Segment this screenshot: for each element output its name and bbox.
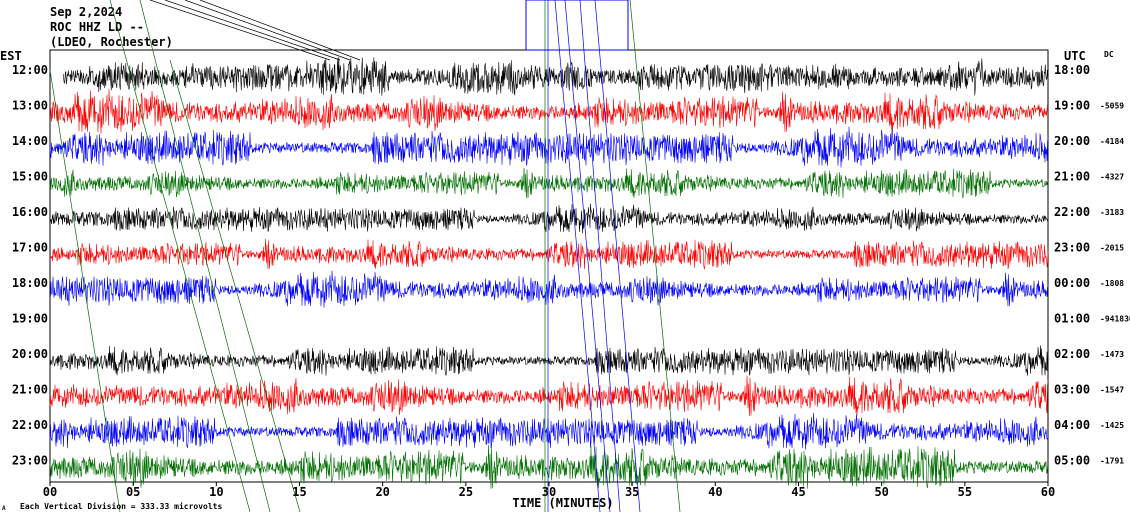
dc-value-label: -4184 xyxy=(1100,137,1124,146)
utc-tick-label: 18:00 xyxy=(1054,63,1090,77)
x-tick-label: 50 xyxy=(874,485,888,499)
overlay-line xyxy=(109,0,251,513)
x-tick-label: 45 xyxy=(791,485,805,499)
est-tick-label: 22:00 xyxy=(12,418,48,432)
trace-1800 xyxy=(49,270,1049,308)
header-date: Sep 2,2024 xyxy=(50,5,122,19)
dc-value-label: -5059 xyxy=(1100,102,1124,111)
utc-tick-label: 20:00 xyxy=(1054,134,1090,148)
utc-tick-label: 01:00 xyxy=(1054,312,1090,326)
scale-note: Each Vertical Division = 333.33 microvol… xyxy=(20,501,222,511)
overlay-line xyxy=(169,59,301,513)
utc-tick-label: 23:00 xyxy=(1054,241,1090,255)
est-tick-label: 14:00 xyxy=(12,134,48,148)
overlay-line xyxy=(49,69,121,513)
est-tick-label: 15:00 xyxy=(12,170,48,184)
x-tick-label: 55 xyxy=(958,485,972,499)
est-tick-label: 12:00 xyxy=(12,63,48,77)
x-axis-title: TIME (MINUTES) xyxy=(512,496,613,510)
dc-value-label: -1473 xyxy=(1100,350,1124,359)
trace-1300 xyxy=(49,89,1049,134)
dc-value-label: -4327 xyxy=(1100,173,1124,182)
utc-tick-label: 19:00 xyxy=(1054,99,1090,113)
overlay-line xyxy=(149,0,331,61)
overlay-line xyxy=(594,0,641,513)
trace-1500 xyxy=(49,167,1049,199)
utc-axis-title: UTC xyxy=(1064,49,1086,63)
utc-tick-label: 05:00 xyxy=(1054,454,1090,468)
trace-1700 xyxy=(49,238,1049,270)
x-tick-label: 00 xyxy=(43,485,57,499)
overlay-line xyxy=(579,0,621,513)
utc-tick-label: 04:00 xyxy=(1054,418,1090,432)
dc-axis-title: DC xyxy=(1104,50,1114,59)
est-tick-label: 23:00 xyxy=(12,454,48,468)
x-tick-label: 25 xyxy=(459,485,473,499)
utc-tick-label: 22:00 xyxy=(1054,205,1090,219)
utc-tick-labels: 18:00 19:00 20:00 21:00 22:00 23:00 00:00 01:00… xyxy=(1054,63,1090,468)
x-tick-label: 15 xyxy=(292,485,306,499)
trace-1400 xyxy=(49,126,1049,168)
dc-value-labels: -5059 -4184 -4327 -3183 -2015 -1808 -941830 -14… xyxy=(1100,102,1130,466)
dc-value-label: -2015 xyxy=(1100,244,1124,253)
est-tick-label: 20:00 xyxy=(12,347,48,361)
x-tick-label: 40 xyxy=(708,485,722,499)
est-tick-label: 16:00 xyxy=(12,205,48,219)
header-station: ROC HHZ LD -- xyxy=(50,20,144,34)
est-tick-label: 13:00 xyxy=(12,99,48,113)
overlay-line xyxy=(199,0,361,61)
trace-1600 xyxy=(49,203,1049,234)
utc-tick-label: 03:00 xyxy=(1054,383,1090,397)
dc-value-label: -1425 xyxy=(1100,421,1124,430)
x-tick-label: 60 xyxy=(1041,485,1055,499)
trace-1200 xyxy=(63,56,1049,96)
event-overlay xyxy=(49,0,681,513)
overlay-line xyxy=(564,0,611,513)
dc-value-label: -3183 xyxy=(1100,208,1124,217)
est-tick-labels: 12:00 13:00 14:00 15:00 16:00 17:00 18:00 19:00… xyxy=(12,63,48,468)
est-tick-label: 17:00 xyxy=(12,241,48,255)
trace-group xyxy=(49,56,1049,489)
est-tick-label: 18:00 xyxy=(12,276,48,290)
header-location: (LDEO, Rochester) xyxy=(50,35,173,49)
dc-value-label: -1547 xyxy=(1100,386,1124,395)
x-tick-label: 10 xyxy=(209,485,223,499)
utc-tick-label: 21:00 xyxy=(1054,170,1090,184)
dc-value-label: -1808 xyxy=(1100,279,1124,288)
est-axis-title: EST xyxy=(0,49,22,63)
trace-2000 xyxy=(49,345,1049,377)
utc-tick-label: 02:00 xyxy=(1054,347,1090,361)
trace-2300 xyxy=(49,444,1049,489)
x-tick-label: 20 xyxy=(375,485,389,499)
x-tick-labels: 00 05 10 15 20 25 30 35 40 45 50 55 60 xyxy=(43,482,1055,499)
corner-mark: A xyxy=(2,505,6,512)
dc-value-label: -941830 xyxy=(1100,315,1130,324)
overlay-line xyxy=(184,0,351,61)
overlay-line xyxy=(139,0,271,513)
overlay-line xyxy=(629,0,681,513)
utc-tick-label: 00:00 xyxy=(1054,276,1090,290)
x-tick-label: 30 xyxy=(542,485,556,499)
trace-2100 xyxy=(49,375,1049,417)
dc-value-label: -1791 xyxy=(1100,457,1124,466)
overlay-line xyxy=(164,0,341,61)
est-tick-label: 21:00 xyxy=(12,383,48,397)
overlay-line xyxy=(554,0,601,513)
trace-2200 xyxy=(49,412,1049,450)
x-tick-label: 35 xyxy=(625,485,639,499)
x-tick-label: 05 xyxy=(126,485,140,499)
overlay-box xyxy=(525,0,629,51)
est-tick-label: 19:00 xyxy=(12,312,48,326)
